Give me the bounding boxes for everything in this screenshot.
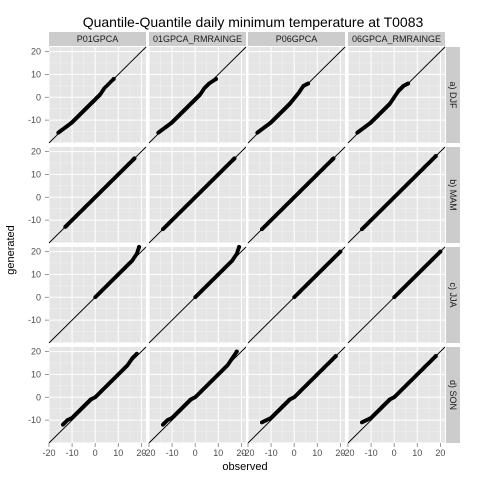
y-tick-label: 0	[36, 292, 41, 302]
qq-panel	[48, 46, 147, 144]
x-tick-label: -20	[42, 448, 55, 458]
qq-panel	[148, 46, 247, 144]
qq-panel	[247, 46, 346, 144]
qq-panel	[48, 146, 147, 244]
y-tick-label: 10	[31, 169, 41, 179]
row-strip-label: c) JJA	[448, 282, 458, 307]
y-tick-label: -10	[28, 115, 41, 125]
qq-point	[232, 156, 237, 161]
x-tick-label: 20	[236, 448, 246, 458]
row-strip-label: a) DJF	[448, 82, 458, 110]
x-tick-label: 0	[292, 448, 297, 458]
x-axis-title: observed	[222, 461, 267, 473]
column-strip	[149, 32, 246, 46]
y-tick-label: -10	[28, 415, 41, 425]
y-tick-label: 0	[36, 392, 41, 402]
qq-point	[338, 249, 343, 254]
x-tick-label: 10	[113, 448, 123, 458]
y-tick-label: 20	[31, 47, 41, 57]
qq-point	[433, 154, 438, 159]
qq-point	[305, 81, 311, 86]
qq-panel	[48, 346, 147, 444]
x-tick-label: -20	[341, 448, 354, 458]
column-strip	[49, 32, 146, 46]
qq-point	[331, 156, 336, 161]
column-strip-label: P01GPCA	[77, 34, 119, 44]
y-tick-label: 20	[31, 247, 41, 257]
x-tick-label: 0	[392, 448, 397, 458]
column-strip-label: 06GPCA_RMRAINGE	[352, 34, 441, 44]
y-tick-label: 10	[31, 269, 41, 279]
row-strip-label: d) SON	[448, 380, 458, 410]
qq-panel	[347, 246, 446, 344]
y-tick-label: 20	[31, 347, 41, 357]
qq-point	[136, 244, 142, 250]
row-strip	[446, 47, 460, 143]
x-tick-label: 20	[335, 448, 345, 458]
column-strip-label: 01GPCA_RMRAINGE	[153, 34, 242, 44]
column-strip-label: P06GPCA	[276, 34, 318, 44]
qq-panel	[148, 146, 247, 244]
x-tick-label: -20	[241, 448, 254, 458]
qq-panel	[247, 346, 346, 444]
qq-point	[132, 156, 137, 161]
qq-point	[405, 81, 411, 86]
x-tick-label: -10	[265, 448, 278, 458]
y-tick-label: -10	[28, 215, 41, 225]
y-tick-label: 0	[36, 192, 41, 202]
qq-point	[438, 249, 443, 254]
row-strip	[446, 147, 460, 243]
qq-point	[236, 244, 242, 250]
qq-point	[234, 349, 239, 354]
x-tick-label: 20	[435, 448, 445, 458]
row-strip	[446, 247, 460, 343]
x-tick-label: 10	[412, 448, 422, 458]
column-strip	[348, 32, 445, 46]
x-tick-label: 0	[93, 448, 98, 458]
panels-layer: P01GPCA 01GPCA_RMRAINGE P06GPCA 06GPCA_RMRA…	[28, 32, 460, 458]
x-tick-label: 0	[193, 448, 198, 458]
qq-point	[333, 354, 338, 359]
row-strip	[446, 347, 460, 443]
qq-panel	[148, 244, 247, 344]
row-strip-label: b) MAM	[448, 179, 458, 211]
x-tick-label: 10	[312, 448, 322, 458]
y-tick-label: 10	[31, 369, 41, 379]
qq-panel	[247, 146, 346, 244]
qq-panel	[347, 146, 446, 244]
qq-point	[134, 351, 139, 356]
x-tick-label: -10	[166, 448, 179, 458]
qq-point	[433, 354, 438, 359]
qq-panel	[347, 346, 446, 444]
x-tick-label: -10	[365, 448, 378, 458]
y-tick-label: 20	[31, 147, 41, 157]
chart-title: Quantile-Quantile daily minimum temperat…	[83, 14, 424, 30]
qq-point	[213, 76, 219, 82]
y-tick-label: -10	[28, 315, 41, 325]
qq-panel	[148, 346, 247, 444]
qq-point	[111, 76, 116, 82]
x-tick-label: 20	[136, 448, 146, 458]
x-tick-label: -20	[142, 448, 155, 458]
qq-panel	[48, 244, 147, 344]
y-tick-label: 10	[31, 69, 41, 79]
x-tick-label: 10	[213, 448, 223, 458]
qq-panel	[247, 246, 346, 344]
y-tick-label: 0	[36, 92, 41, 102]
y-axis-title: generated	[5, 225, 17, 275]
column-strip	[248, 32, 345, 46]
qq-panel	[347, 46, 446, 144]
x-tick-label: -10	[66, 448, 79, 458]
